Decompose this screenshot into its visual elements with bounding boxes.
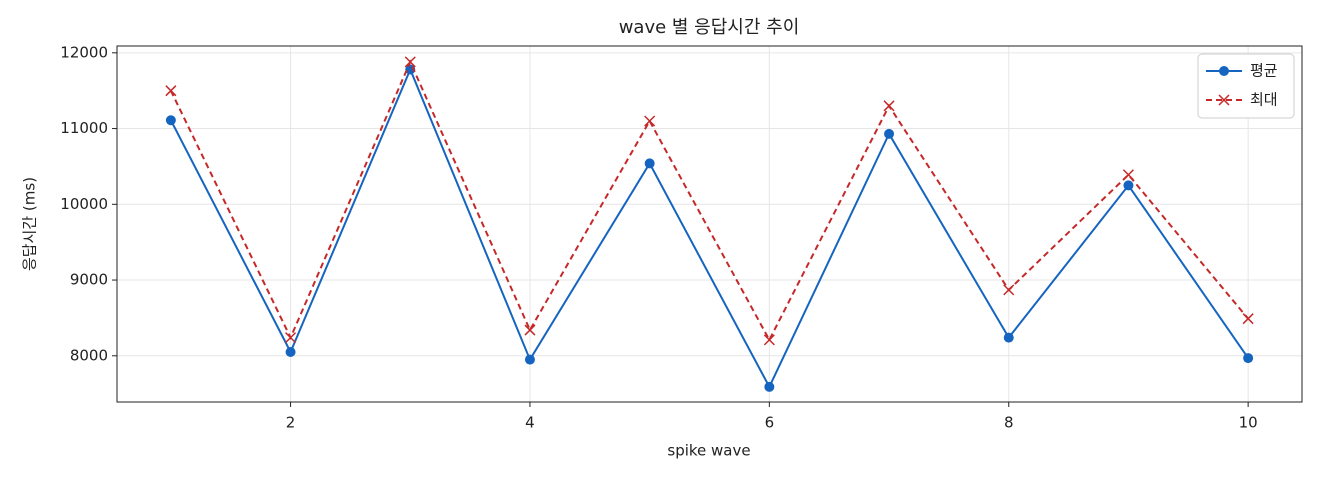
marker xyxy=(165,85,177,97)
x-tick-label: 10 xyxy=(1239,414,1258,432)
x-tick-label: 6 xyxy=(765,414,775,432)
marker xyxy=(644,115,656,127)
marker xyxy=(763,334,775,346)
plot-frame xyxy=(116,45,1303,403)
y-axis-label: 응답시간 (ms) xyxy=(21,177,39,271)
chart-title: wave 별 응답시간 추이 xyxy=(619,17,800,38)
series-line xyxy=(169,66,1249,390)
legend-box xyxy=(1197,53,1295,119)
marker xyxy=(524,354,535,365)
series-line xyxy=(169,59,1249,343)
marker xyxy=(1123,180,1134,191)
marker xyxy=(1243,353,1254,364)
y-tick-label: 8000 xyxy=(70,346,108,364)
y-tick-label: 9000 xyxy=(70,271,108,289)
marker xyxy=(285,347,296,358)
marker xyxy=(404,56,416,68)
marker xyxy=(764,381,775,392)
legend-marker xyxy=(1219,66,1229,76)
x-tick-label: 4 xyxy=(525,414,535,432)
marker xyxy=(165,115,176,126)
marker xyxy=(524,324,536,336)
x-tick-label: 8 xyxy=(1004,414,1014,432)
legend-label: 평균 xyxy=(1250,62,1278,80)
legend-label: 최대 xyxy=(1250,91,1278,109)
marker xyxy=(285,332,297,344)
marker xyxy=(1003,284,1015,296)
marker xyxy=(1242,313,1254,325)
x-axis-label: spike wave xyxy=(667,442,750,460)
y-tick-label: 12000 xyxy=(60,43,108,61)
marker xyxy=(883,100,895,112)
marker xyxy=(644,158,655,169)
marker xyxy=(884,128,895,139)
marker xyxy=(1003,332,1014,343)
y-tick-label: 10000 xyxy=(60,195,108,213)
x-tick-label: 2 xyxy=(286,414,296,432)
y-tick-label: 11000 xyxy=(60,119,108,137)
marker xyxy=(1122,169,1134,181)
legend-marker xyxy=(1218,94,1230,106)
